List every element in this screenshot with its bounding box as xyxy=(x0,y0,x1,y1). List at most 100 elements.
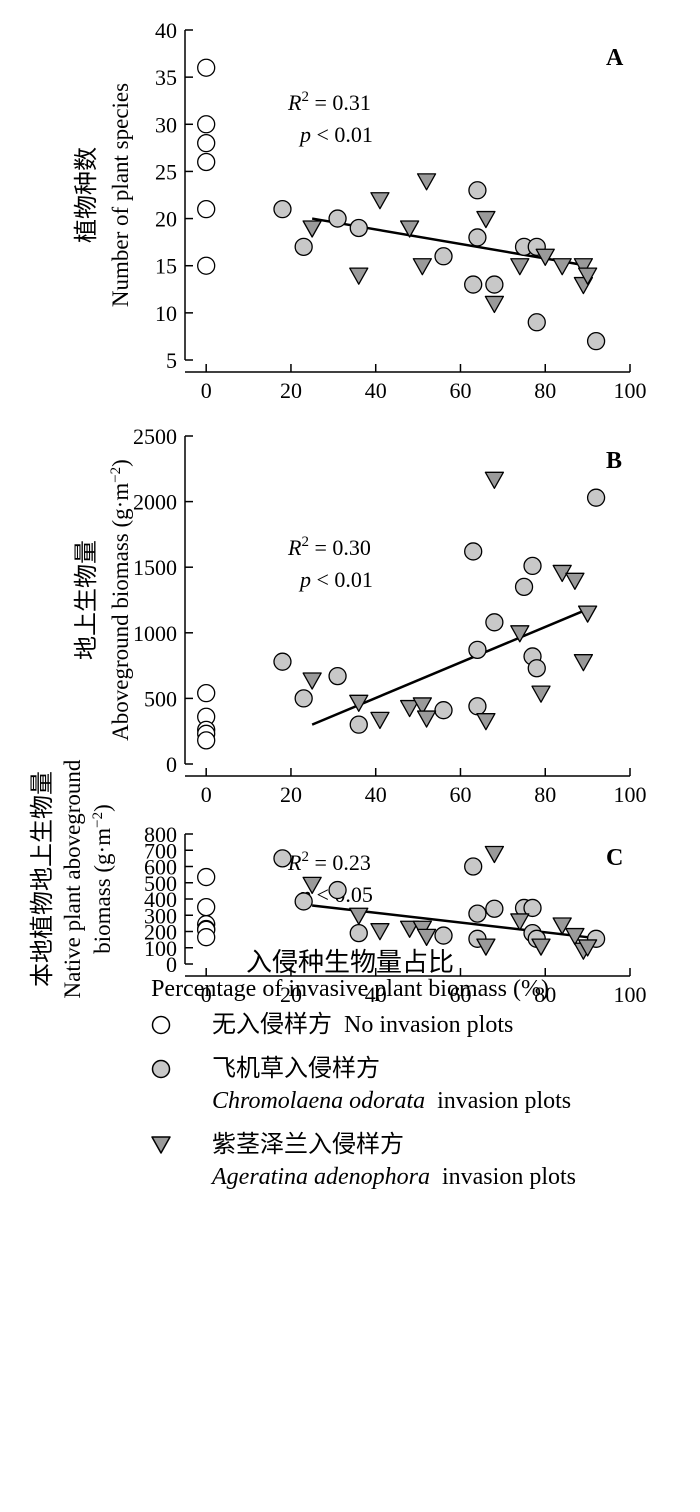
data-point-chromolaena xyxy=(586,331,606,351)
data-point-chromolaena xyxy=(485,899,504,918)
data-point-ageratina xyxy=(412,697,432,715)
data-point-ageratina xyxy=(573,654,594,672)
data-point-chromolaena xyxy=(468,181,487,200)
y-tick-label: 200 xyxy=(144,920,177,945)
y-tick-label: 30 xyxy=(155,112,177,137)
data-point-no-invasion xyxy=(197,867,216,887)
x-tick-label: 80 xyxy=(534,982,556,1007)
data-point-ageratina xyxy=(349,694,369,712)
data-point-ageratina xyxy=(416,710,437,728)
data-point-ageratina xyxy=(476,210,496,229)
data-point-chromolaena xyxy=(523,556,542,576)
data-point-ageratina xyxy=(535,248,555,266)
data-point-no-invasion xyxy=(197,928,216,947)
x-tick-label: 60 xyxy=(449,982,471,1007)
data-point-no-invasion xyxy=(197,256,216,275)
x-tick-label: 40 xyxy=(365,378,387,403)
x-tick-label: 0 xyxy=(201,378,212,403)
x-tick-label: 60 xyxy=(449,378,471,403)
data-point-ageratina xyxy=(565,572,585,590)
x-tick-label: 100 xyxy=(614,982,647,1007)
legend-label-cn: 无入侵样方 xyxy=(212,1012,332,1038)
grey-triangle-marker-icon xyxy=(151,1136,171,1154)
data-point-no-invasion xyxy=(197,731,216,750)
data-point-ageratina xyxy=(577,605,598,623)
x-tick-label: 20 xyxy=(280,782,302,807)
data-point-no-invasion xyxy=(197,684,216,703)
data-point-chromolaena xyxy=(349,923,368,943)
y-axis-label-english-line2: biomass (g·m−2) xyxy=(90,804,115,954)
y-tick-label: 500 xyxy=(144,686,177,711)
y-tick-label: 15 xyxy=(155,254,177,279)
data-point-ageratina xyxy=(552,258,572,276)
data-point-no-invasion xyxy=(197,152,216,172)
data-point-chromolaena xyxy=(328,209,347,228)
data-point-chromolaena xyxy=(485,613,504,632)
data-point-ageratina xyxy=(302,220,322,238)
legend-suffix: invasion plots xyxy=(441,1164,576,1190)
data-point-ageratina xyxy=(510,625,530,643)
data-point-chromolaena xyxy=(464,542,483,561)
data-point-no-invasion xyxy=(197,133,216,153)
x-tick-label: 60 xyxy=(449,782,471,807)
data-point-ageratina xyxy=(531,685,551,703)
y-tick-label: 2500 xyxy=(133,424,177,449)
y-axis-label-chinese: 本地植物地上生物量 xyxy=(29,771,56,987)
y-tick-label: 300 xyxy=(144,903,177,928)
data-point-chromolaena xyxy=(328,666,347,686)
data-point-chromolaena xyxy=(434,926,453,945)
data-point-chromolaena xyxy=(468,904,487,923)
data-point-chromolaena xyxy=(273,199,292,219)
x-axis-label-english: Percentage of invasive plant biomass (%) xyxy=(151,976,549,1002)
data-point-chromolaena xyxy=(485,275,504,294)
panel-label: B xyxy=(606,448,622,474)
r-squared-annotation: R2 = 0.23 xyxy=(287,849,371,875)
legend-species-name: Ageratina adenophora xyxy=(212,1164,430,1190)
data-point-chromolaena xyxy=(464,275,483,294)
data-point-ageratina xyxy=(476,938,496,956)
y-tick-label: 20 xyxy=(155,207,177,232)
data-point-chromolaena xyxy=(527,659,546,678)
y-tick-label: 0 xyxy=(166,752,177,777)
data-point-ageratina xyxy=(370,923,390,941)
x-tick-label: 100 xyxy=(614,378,647,403)
x-tick-label: 40 xyxy=(365,782,387,807)
data-point-ageratina xyxy=(416,928,437,947)
y-tick-label: 600 xyxy=(144,855,177,880)
data-point-ageratina xyxy=(565,927,585,946)
data-point-no-invasion xyxy=(197,199,216,219)
data-point-chromolaena xyxy=(294,689,313,708)
data-point-chromolaena xyxy=(468,697,487,716)
data-point-no-invasion xyxy=(197,115,216,134)
data-point-chromolaena xyxy=(349,218,368,238)
y-tick-label: 0 xyxy=(166,952,177,977)
data-point-ageratina xyxy=(510,258,530,276)
data-point-chromolaena xyxy=(349,715,368,734)
data-point-ageratina xyxy=(577,267,598,285)
legend-label-cn: 飞机草入侵样方 xyxy=(212,1056,380,1082)
data-point-chromolaena xyxy=(586,488,606,507)
data-point-ageratina xyxy=(484,471,505,489)
r-squared-annotation: R2 = 0.30 xyxy=(287,534,371,560)
x-tick-label: 40 xyxy=(365,982,387,1007)
x-tick-label: 0 xyxy=(201,982,212,1007)
y-tick-label: 800 xyxy=(144,822,177,847)
data-point-ageratina xyxy=(552,917,572,935)
y-tick-label: 35 xyxy=(155,65,177,90)
y-tick-label: 1000 xyxy=(133,621,177,646)
data-point-chromolaena xyxy=(434,701,453,720)
data-point-ageratina xyxy=(349,907,369,925)
y-tick-label: 25 xyxy=(155,159,177,184)
y-tick-label: 1500 xyxy=(133,555,177,580)
x-axis-label-chinese: 入侵种生物量占比 xyxy=(245,948,454,977)
data-point-ageratina xyxy=(302,876,322,895)
x-tick-label: 0 xyxy=(201,782,212,807)
data-point-ageratina xyxy=(370,711,390,730)
y-axis-label-chinese: 植物种数 xyxy=(73,147,100,243)
x-tick-label: 20 xyxy=(280,378,302,403)
open-circle-marker-icon xyxy=(151,1015,171,1035)
panel-b: 0 500 1000 1500 2000 2500 0 20 40 60 80 100 B R2 = 0.… xyxy=(73,424,647,807)
data-point-ageratina xyxy=(577,939,598,957)
data-point-chromolaena xyxy=(273,849,292,868)
